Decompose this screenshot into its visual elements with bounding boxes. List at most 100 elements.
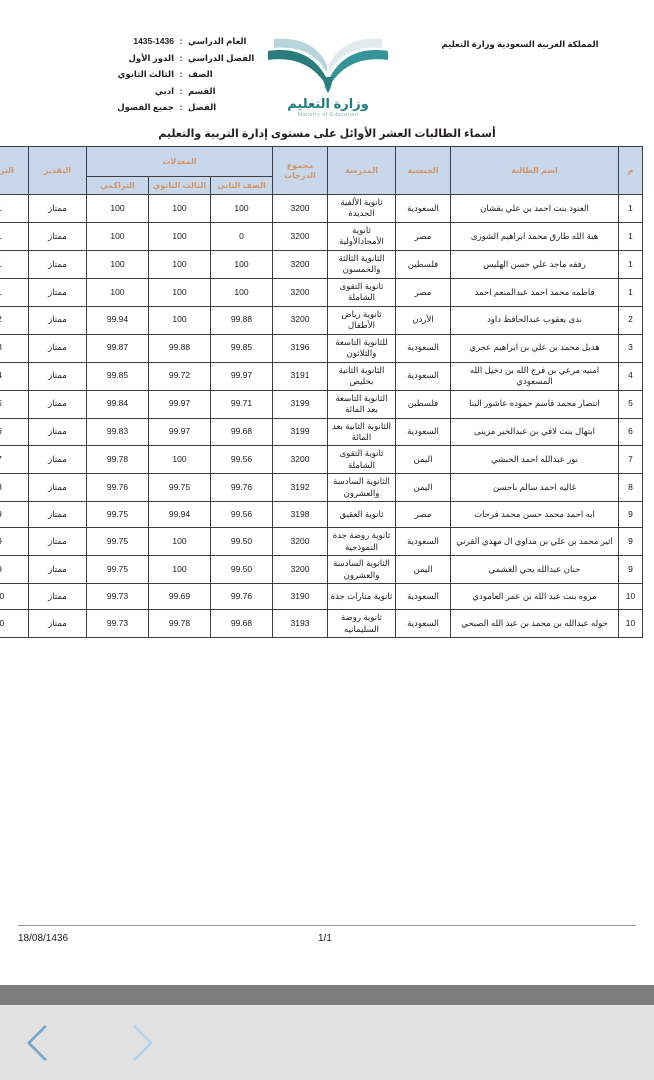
cell-name: نور عبدالله احمد الحبشي — [450, 445, 619, 475]
cell-avg-cumulative: 99.73 — [85, 609, 150, 639]
cell-avg-third: 100 — [148, 277, 211, 307]
cell-nationality: اليمن — [395, 445, 451, 475]
cell-grade: ممتاز — [27, 555, 87, 585]
cell-nationality: السعودية — [395, 333, 451, 363]
cell-total: 3198 — [272, 501, 328, 529]
table-row: 7 نور عبدالله احمد الحبشي اليمن ثانوية ا… — [0, 445, 643, 475]
table-row: 2 ندى يعقوب عبدالحافظ داود الأردن ثانوية… — [0, 305, 643, 335]
col-header-avg-third-year: الثالث الثانوي — [148, 176, 211, 195]
cell-avg-third: 99.69 — [148, 583, 211, 611]
footer-page-number: 1/1 — [318, 933, 332, 944]
cell-avg-second: 99.68 — [210, 417, 273, 447]
cell-nationality: مصر — [395, 501, 451, 529]
cell-school: ثانوية العقيق — [327, 501, 396, 529]
viewer-navigation-bar — [0, 1005, 654, 1080]
cell-avg-third: 100 — [148, 527, 211, 557]
cell-name: مروه بنت عبد الله بن عمر العامودي — [450, 583, 619, 611]
cell-index: 10 — [618, 583, 643, 611]
cell-avg-second: 0 — [210, 221, 273, 251]
cell-nationality: السعودية — [395, 609, 451, 639]
cell-nationality: اليمن — [395, 555, 451, 585]
meta-value: جميع الفصول — [117, 102, 174, 112]
cell-avg-third: 100 — [148, 249, 211, 279]
table-row: 10 خوله عبدالله بن محمد بن عبد الله الصب… — [0, 609, 643, 639]
cell-rank: 1 — [0, 277, 29, 307]
top-students-table: م اسم الطالبة الجنسية المدرسة مجموع الدر… — [0, 146, 643, 639]
cell-nationality: السعودية — [395, 361, 451, 391]
cell-avg-second: 99.71 — [210, 389, 273, 419]
table-row: 5 انتصار محمد قاسم حموده عاشور البنا فلس… — [0, 389, 643, 419]
cell-avg-third: 99.97 — [148, 389, 211, 419]
cell-school: ثانوية روضة جدة النموذجية — [327, 527, 396, 557]
cell-avg-cumulative: 99.73 — [85, 583, 150, 611]
previous-page-button[interactable] — [0, 1005, 90, 1080]
col-header-avg-cumulative: التراكمي — [85, 176, 150, 195]
cell-avg-second: 99.76 — [210, 583, 273, 611]
cell-total: 3200 — [272, 221, 328, 251]
cell-grade: ممتاز — [27, 501, 87, 529]
footer-divider — [18, 925, 636, 926]
cell-avg-second: 100 — [210, 249, 273, 279]
cell-avg-cumulative: 99.83 — [85, 417, 150, 447]
cell-avg-cumulative: 99.75 — [85, 555, 150, 585]
table-row: 3 هديل محمد بن علي بن ابراهيم عجري السعو… — [0, 333, 643, 363]
cell-avg-second: 99.56 — [210, 501, 273, 529]
cell-school: الثانوية الثانية بخليص — [327, 361, 396, 391]
cell-total: 3199 — [272, 417, 328, 447]
cell-name: غاليه احمد سالم باحسن — [450, 473, 619, 503]
cell-grade: ممتاز — [27, 277, 87, 307]
cell-school: ثانوية التقوى الشاملة — [327, 277, 396, 307]
cell-name: انتصار محمد قاسم حموده عاشور البنا — [450, 389, 619, 419]
cell-grade: ممتاز — [27, 194, 87, 223]
meta-colon: : — [179, 85, 183, 96]
cell-index: 9 — [618, 527, 643, 557]
cell-school: ثانوية روضة السليمانيه — [327, 609, 396, 639]
cell-total: 3200 — [272, 305, 328, 335]
cell-avg-cumulative: 99.78 — [85, 445, 150, 475]
cell-avg-third: 100 — [148, 194, 211, 223]
cell-index: 5 — [618, 389, 643, 419]
cell-avg-cumulative: 100 — [85, 221, 150, 251]
cell-avg-second: 99.50 — [210, 527, 273, 557]
cell-grade: ممتاز — [27, 473, 87, 503]
next-page-button[interactable] — [90, 1005, 180, 1080]
cell-index: 10 — [618, 609, 643, 639]
document-footer: 18/08/1436 1/1 — [0, 925, 654, 949]
col-header-school: المدرسة — [327, 146, 396, 195]
cell-grade: ممتاز — [27, 361, 87, 391]
cell-total: 3192 — [272, 473, 328, 503]
cell-avg-third: 100 — [148, 305, 211, 335]
cell-nationality: السعودية — [395, 527, 451, 557]
cell-index: 1 — [618, 221, 643, 251]
cell-nationality: اليمن — [395, 473, 451, 503]
cell-avg-second: 100 — [210, 277, 273, 307]
cell-rank: 4 — [0, 361, 29, 391]
table-row: 4 امنيه مرعي بن فرج الله بن دخيل الله ال… — [0, 361, 643, 391]
cell-avg-third: 99.75 — [148, 473, 211, 503]
meta-row-term: الفصل الدراسي : الدور الأول — [62, 53, 262, 70]
cell-rank: 10 — [0, 609, 29, 639]
col-header-rank: الترتيب — [0, 146, 29, 195]
footer-date: 18/08/1436 — [18, 933, 69, 944]
cell-avg-cumulative: 99.75 — [85, 501, 150, 529]
col-header-total-marks: مجموع الدرجات — [272, 146, 328, 195]
meta-row-class: الفصل : جميع الفصول — [62, 102, 262, 119]
cell-avg-third: 100 — [148, 555, 211, 585]
cell-name: ندى يعقوب عبدالحافظ داود — [450, 305, 619, 335]
cell-avg-second: 99.88 — [210, 305, 273, 335]
cell-nationality: السعودية — [395, 194, 451, 223]
cell-rank: 7 — [0, 445, 29, 475]
chevron-right-icon[interactable] — [116, 1024, 154, 1061]
chevron-left-icon[interactable] — [26, 1024, 64, 1061]
cell-school: ثانوية التقوى الشاملة — [327, 445, 396, 475]
cell-total: 3200 — [272, 277, 328, 307]
cell-total: 3196 — [272, 333, 328, 363]
cell-name: رفقه ماجد علي حسن الهليس — [450, 249, 619, 279]
cell-avg-second: 99.56 — [210, 445, 273, 475]
cell-nationality: مصر — [395, 277, 451, 307]
cell-name: العنود بنت احمد بن علي بقشان — [450, 194, 619, 223]
cell-grade: ممتاز — [27, 583, 87, 611]
cell-total: 3199 — [272, 389, 328, 419]
cell-nationality: السعودية — [395, 583, 451, 611]
cell-avg-cumulative: 99.85 — [85, 361, 150, 391]
